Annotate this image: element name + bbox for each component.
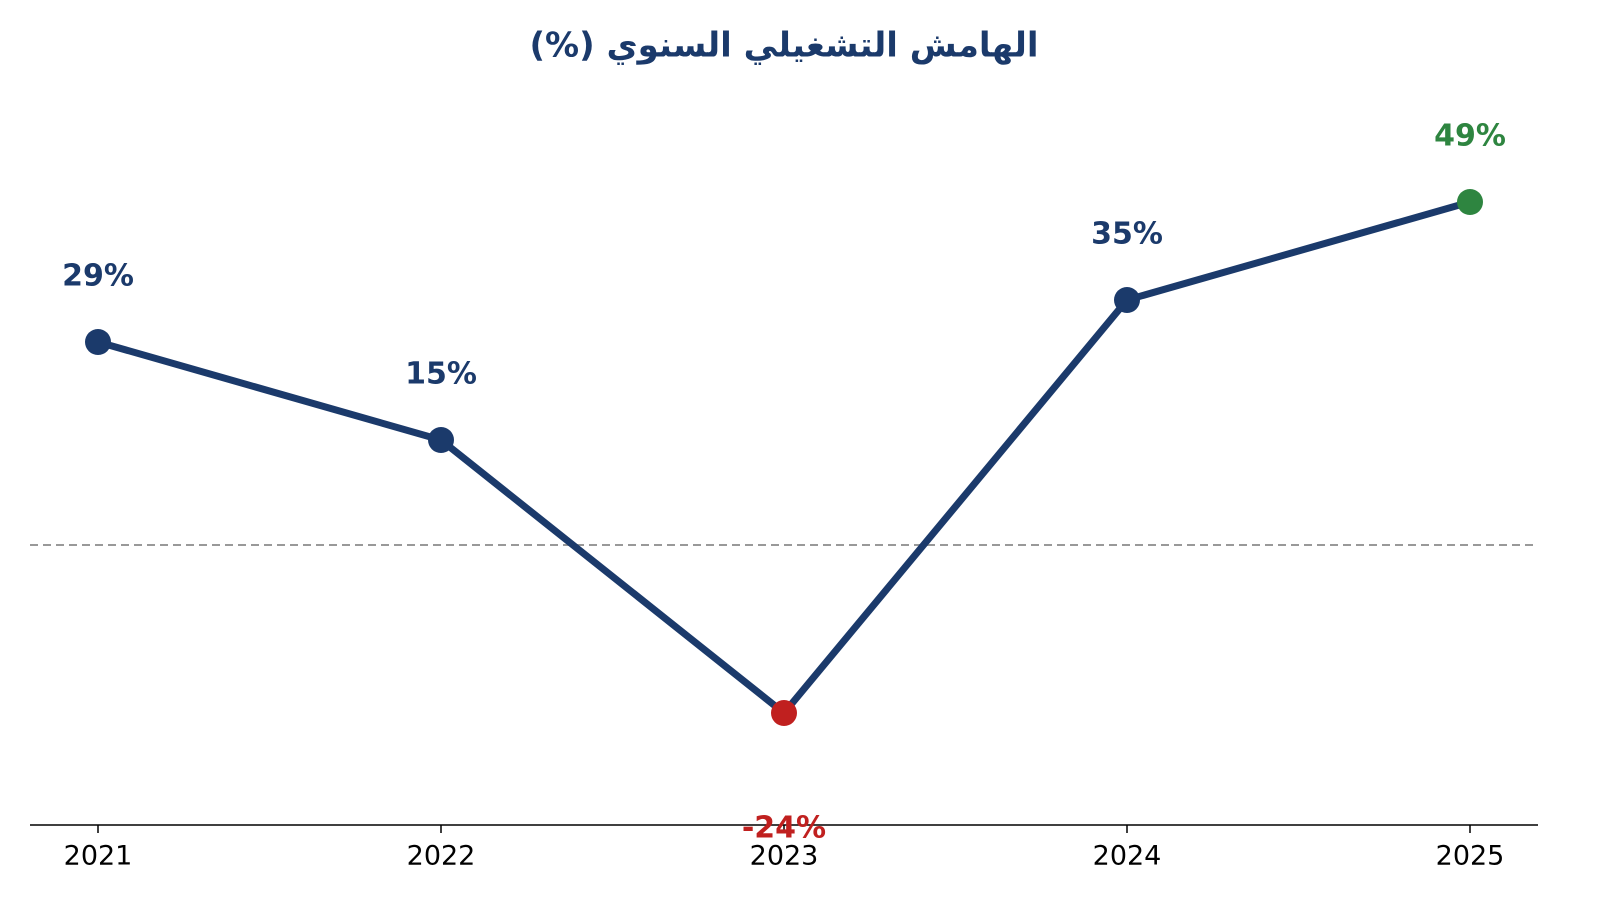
x-tick-label: 2024 xyxy=(1093,841,1162,872)
data-label: 29% xyxy=(62,259,134,294)
data-label: -24% xyxy=(742,811,826,846)
chart-title: الهامش التشغيلي السنوي (%) xyxy=(529,26,1038,66)
data-line xyxy=(97,198,1471,717)
data-point xyxy=(1457,189,1483,215)
data-point xyxy=(1114,287,1140,313)
data-label: 15% xyxy=(405,357,477,392)
data-point xyxy=(428,427,454,453)
x-tick-label: 2025 xyxy=(1436,841,1505,872)
data-label: 35% xyxy=(1091,217,1163,252)
data-point xyxy=(85,329,111,355)
data-point xyxy=(771,700,797,726)
x-tick-label: 2022 xyxy=(407,841,476,872)
x-tick-label: 2023 xyxy=(750,841,819,872)
data-label: 49% xyxy=(1434,119,1506,154)
x-tick-label: 2021 xyxy=(64,841,133,872)
